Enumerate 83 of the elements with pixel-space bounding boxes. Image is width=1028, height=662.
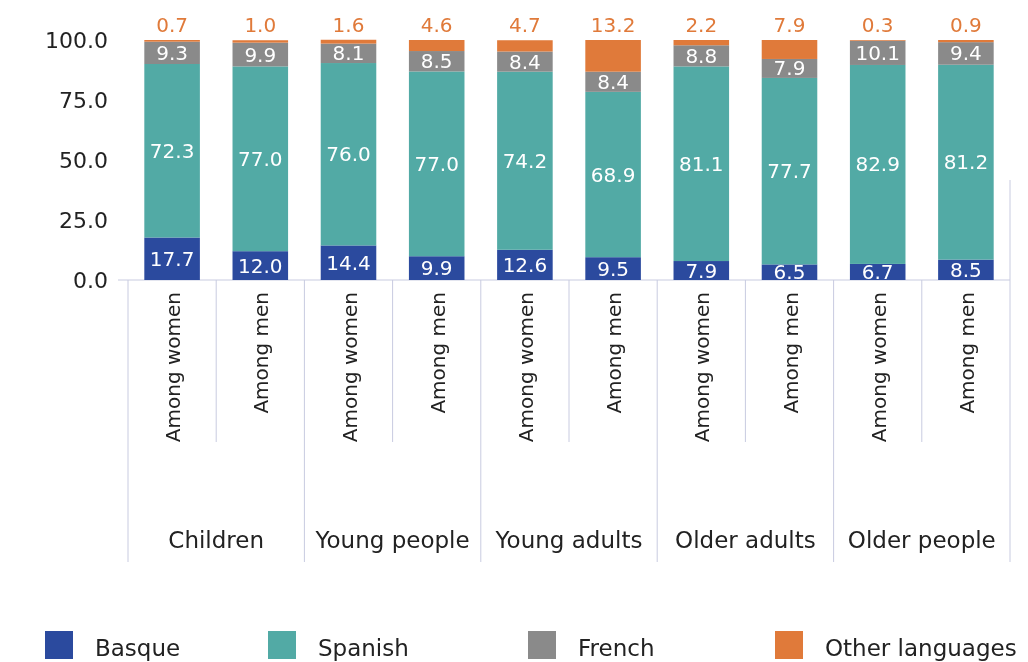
legend-label: Basque [95, 635, 181, 661]
data-label: 8.5 [949, 257, 982, 282]
data-label: 9.9 [244, 42, 277, 67]
data-label: 0.9 [949, 13, 982, 37]
text: Older people [847, 527, 996, 553]
data-label: 7.9 [773, 56, 806, 81]
x-tick-label: Among men [249, 292, 274, 414]
x-tick-label: Among women [337, 292, 362, 443]
bar [497, 40, 553, 52]
data-label: 2.2 [685, 13, 718, 37]
bar [585, 91, 641, 258]
data-label: 1.6 [332, 12, 365, 37]
data-label: 81.1 [679, 151, 724, 176]
data-label: 9.3 [156, 40, 189, 65]
x-tick-label: Among women [690, 292, 715, 443]
data-label: 9.5 [597, 256, 630, 281]
data-label: 77.7 [767, 159, 812, 184]
data-label: 82.9 [855, 152, 900, 177]
bar [320, 63, 377, 246]
bar [144, 64, 200, 238]
x-tick-label: Among men [954, 292, 979, 414]
data-label: 7.9 [685, 258, 718, 283]
data-label: 81.2 [943, 150, 989, 175]
y-tick-label: 0.0 [73, 268, 108, 293]
bar [585, 40, 641, 72]
text: Older adults [675, 527, 816, 553]
y-tick-label: 25.0 [59, 208, 108, 233]
data-label: 6.5 [773, 260, 806, 285]
x-tick-label: Among women [866, 292, 891, 443]
y-tick-label: 75.0 [59, 88, 108, 113]
data-label: 77.0 [414, 151, 459, 176]
data-label: 12.0 [238, 253, 283, 278]
bar [938, 64, 994, 260]
data-label: 0.7 [156, 13, 189, 37]
x-tick-label: Among men [602, 292, 627, 414]
bar [232, 66, 289, 252]
data-label: 1.0 [244, 13, 277, 38]
bar [761, 77, 818, 265]
data-label: 14.4 [326, 250, 371, 275]
bar [849, 64, 906, 264]
data-label: 10.1 [855, 40, 900, 65]
bar [761, 40, 818, 59]
x-tick-label: Among men [425, 292, 450, 414]
legend-label: Other languages [825, 635, 1017, 661]
data-label: 74.2 [502, 148, 548, 173]
bar [232, 40, 289, 43]
bar [938, 40, 994, 43]
data-label: 8.4 [508, 49, 541, 74]
data-label: 6.7 [861, 259, 894, 284]
x-tick-label: Among women [513, 292, 538, 443]
bar [144, 237, 200, 280]
bar [320, 39, 377, 44]
data-label: 7.9 [773, 13, 806, 37]
bar [408, 40, 465, 52]
data-label: 76.0 [326, 142, 371, 167]
text: Young adults [494, 527, 643, 553]
data-label: 72.3 [149, 138, 195, 163]
data-label: 8.1 [332, 41, 365, 66]
data-label: 13.2 [590, 13, 636, 37]
y-tick-label: 50.0 [59, 148, 108, 173]
y-tick-label: 100.0 [45, 28, 108, 53]
data-label: 4.7 [508, 13, 541, 38]
x-tick-label: Among women [161, 292, 186, 443]
data-label: 77.0 [238, 146, 283, 171]
data-label: 0.3 [861, 13, 894, 37]
bar [673, 40, 730, 46]
bar [673, 66, 730, 262]
data-label: 9.9 [420, 256, 453, 281]
data-label: 68.9 [590, 162, 636, 187]
data-label: 9.4 [949, 41, 982, 66]
text: Young people [314, 527, 470, 553]
data-label: 4.6 [420, 13, 453, 37]
data-label: 8.4 [597, 69, 630, 94]
x-tick-label: Among men [778, 292, 803, 414]
data-label: 8.5 [420, 49, 453, 74]
legend-label: French [578, 635, 655, 661]
legend-label: Spanish [318, 635, 409, 661]
bar [408, 71, 465, 257]
bar [497, 71, 553, 250]
data-label: 8.8 [685, 43, 718, 68]
data-label: 17.7 [149, 246, 195, 271]
data-label: 12.6 [502, 252, 548, 277]
text: Children [168, 527, 265, 553]
